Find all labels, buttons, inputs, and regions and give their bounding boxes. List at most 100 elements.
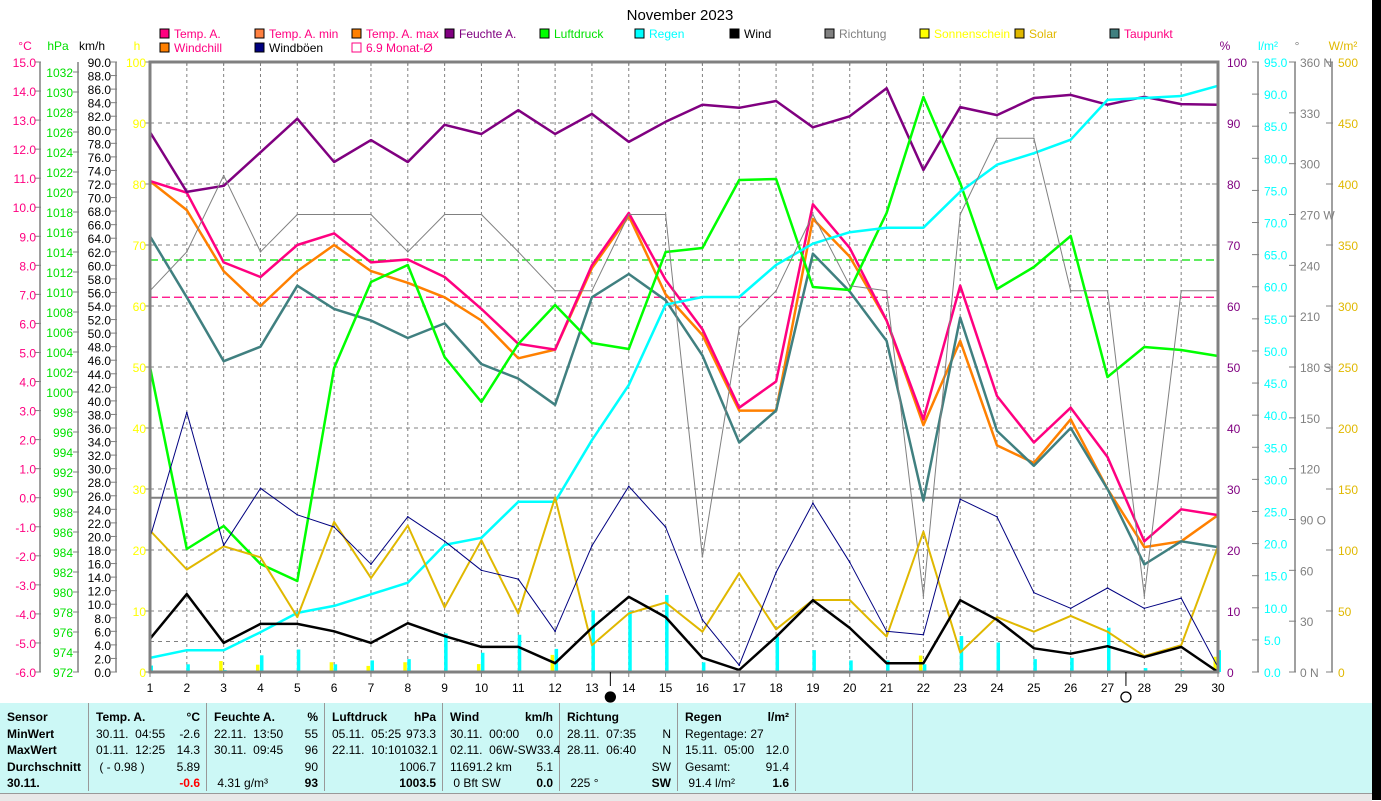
data-point	[664, 279, 667, 281]
axis-tick-label-sun: 100	[126, 56, 146, 70]
axis-tick-label-hum: 70	[1227, 239, 1241, 253]
data-point	[1180, 508, 1182, 511]
axis-tick-label-press: 984	[53, 546, 73, 560]
axis-tick-label-rain: 80.0	[1264, 152, 1288, 166]
x-tick-label: 20	[843, 681, 857, 695]
axis-tick-label-rain: 55.0	[1264, 313, 1288, 327]
axis-tick-label-rain: 95.0	[1264, 56, 1288, 70]
data-point	[443, 322, 446, 325]
x-tick-label: 27	[1101, 681, 1115, 695]
axis-tick-label-wind: 60.0	[88, 259, 112, 273]
table-column-feuchte-a: Feuchte A.% 22.11. 13:50 55 30.11. 09:45 96 9…	[207, 703, 325, 791]
axis-tick-label-press: 1008	[46, 306, 73, 320]
bar-sonnenschein	[550, 654, 555, 672]
axis-tick-label-hum: 50	[1227, 361, 1241, 375]
column-unit: hPa	[413, 710, 436, 724]
column-header: Wind	[450, 710, 480, 724]
data-point	[738, 106, 741, 109]
axis-tick-label-wind: 14.0	[88, 571, 112, 585]
axis-tick-label-temp: -5.0	[15, 637, 36, 651]
data-point	[1106, 630, 1109, 633]
data-point	[738, 669, 741, 671]
cell-value: 93	[304, 776, 318, 790]
cell-label: 0 Bft SW	[450, 776, 501, 790]
data-point	[996, 137, 998, 140]
data-point	[848, 627, 851, 629]
data-point	[591, 264, 593, 267]
legend-swatch	[729, 28, 740, 39]
data-point	[259, 276, 262, 278]
axis-tick-label-solar: 0	[1338, 666, 1345, 680]
legend-label: Windchill	[174, 41, 222, 55]
cell-label: 22.11. 10:10	[332, 743, 402, 757]
data-point	[186, 593, 188, 595]
data-point	[296, 270, 299, 272]
data-point	[812, 213, 814, 216]
axis-tick-label-wind: 24.0	[88, 503, 112, 517]
axis-tick-label-press: 1028	[46, 106, 73, 120]
axis-tick-label-dir: 360 N	[1300, 56, 1332, 70]
data-point	[296, 616, 299, 618]
axis-tick-label-temp: 14.0	[13, 85, 37, 99]
data-point	[333, 232, 335, 235]
axis-tick-label-press: 974	[53, 646, 73, 660]
table-column-richtung: Richtung 28.11. 07:35 N 28.11. 06:40 N SW 225…	[560, 703, 678, 791]
data-point	[1180, 349, 1182, 351]
data-point	[517, 612, 520, 615]
data-point	[370, 563, 372, 566]
data-point	[1143, 97, 1146, 99]
data-point	[996, 114, 998, 116]
data-point	[627, 595, 630, 598]
axis-tick-label-wind: 54.0	[88, 300, 112, 314]
data-point	[1069, 615, 1072, 617]
data-point	[517, 501, 520, 503]
data-point	[554, 662, 556, 664]
data-point	[222, 261, 225, 264]
axis-tick-label-press: 996	[53, 426, 73, 440]
data-point	[259, 631, 262, 633]
axis-tick-label-solar: 350	[1338, 239, 1358, 253]
data-point	[1180, 103, 1182, 105]
data-point	[222, 649, 225, 651]
axis-tick-label-wind: 28.0	[88, 476, 112, 490]
axis-tick-label-press: 990	[53, 486, 73, 500]
bar-sonnenschein	[255, 664, 260, 672]
data-point	[259, 623, 262, 625]
legend-label: Richtung	[839, 27, 886, 41]
data-point	[1033, 647, 1035, 650]
cell-value: 12.0	[765, 743, 789, 757]
axis-tick-label-rain: 45.0	[1264, 377, 1288, 391]
axis-tick-label-wind: 10.0	[88, 598, 112, 612]
x-tick-label: 2	[183, 681, 190, 695]
chart-title: November 2023	[627, 7, 734, 24]
axis-tick-label-dir: 120	[1300, 463, 1320, 477]
axis-tick-label-rain: 90.0	[1264, 88, 1288, 102]
bar-sonnenschein	[1213, 656, 1217, 672]
axis-tick-label-temp: 15.0	[13, 56, 37, 70]
table-column-temp-a: Temp. A. °C 30.11. 04:55 -2.6 01.11. 12:25 14…	[89, 703, 207, 791]
legend-label: Sonnenschein	[934, 27, 1010, 41]
x-tick-label: 22	[917, 681, 931, 695]
table-column-luftdruck: Luftdruck hPa 05.11. 05:25 973.3 22.11. 10:1…	[325, 703, 443, 791]
data-point	[1180, 597, 1182, 599]
axis-unit-temp: °C	[18, 39, 32, 53]
data-point	[996, 444, 998, 447]
series-line-feuchte-a	[148, 86, 1219, 194]
bar-sonnenschein	[403, 662, 407, 672]
cell-label: ( - 0.98 )	[96, 759, 145, 774]
data-point	[554, 348, 556, 351]
data-point	[664, 213, 667, 216]
axis-tick-label-temp: 3.0	[19, 405, 36, 419]
data-point	[922, 424, 925, 426]
axis-tick-label-wind: 56.0	[88, 286, 112, 300]
data-point	[664, 601, 667, 604]
axis-tick-label-hum: 10	[1227, 605, 1241, 619]
axis-tick-label-press: 982	[53, 566, 73, 580]
column-unit: °C	[186, 710, 200, 724]
axis-tick-label-temp: 4.0	[19, 376, 36, 390]
axis-tick-label-temp: 6.0	[19, 317, 36, 331]
axis-tick-label-wind: 84.0	[88, 97, 112, 111]
data-point	[406, 515, 409, 518]
data-point	[1143, 540, 1146, 543]
status-bar	[0, 793, 1372, 801]
